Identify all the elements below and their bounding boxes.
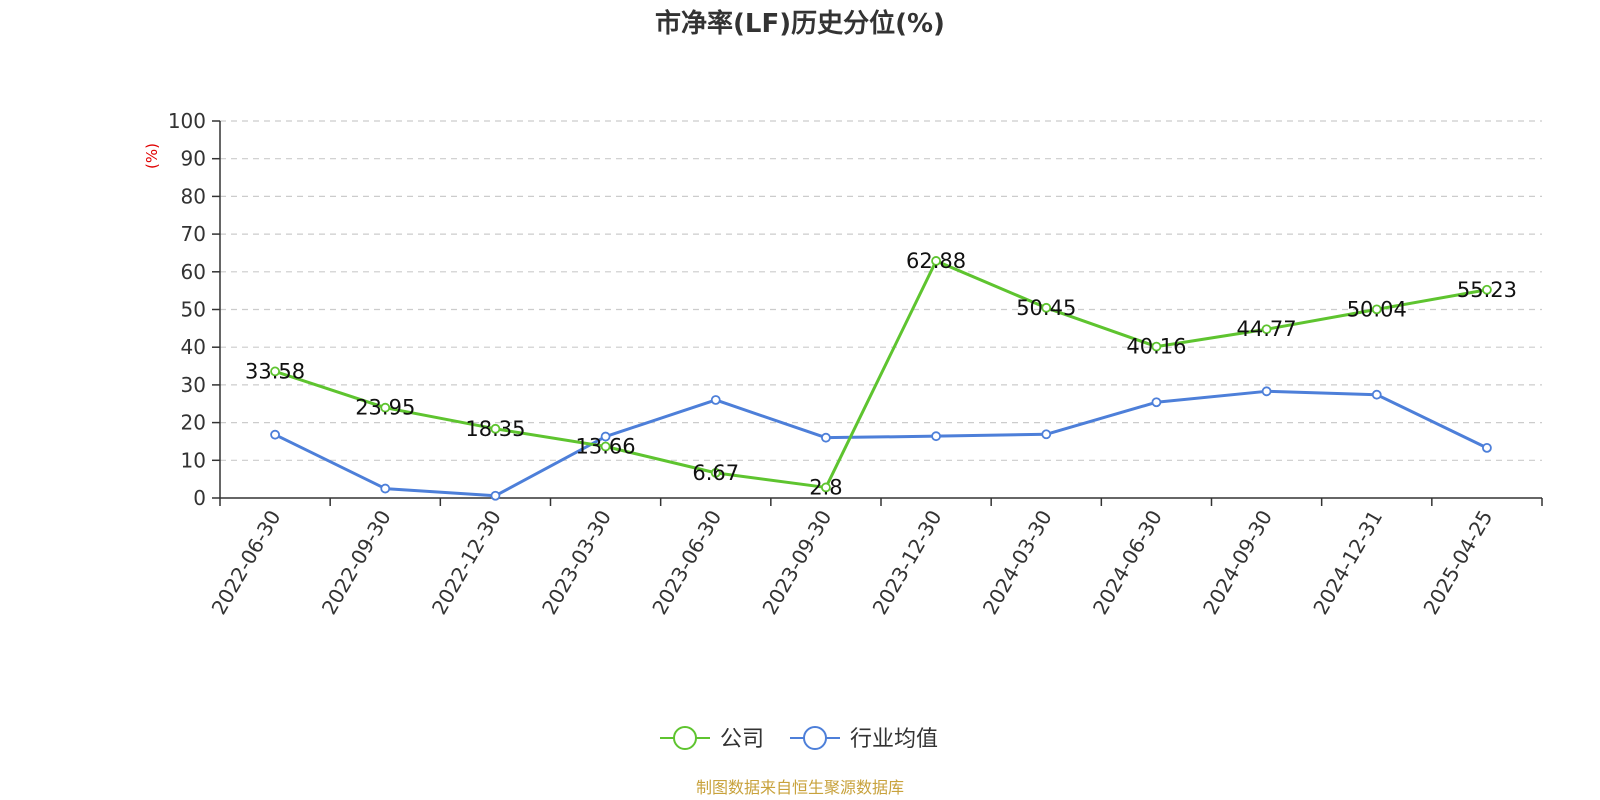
data-point bbox=[710, 467, 721, 478]
legend-label: 公司 bbox=[720, 727, 764, 752]
data-label: 6.67 bbox=[692, 461, 739, 485]
y-axis-unit: (%) bbox=[143, 143, 161, 169]
y-tick-label: 20 bbox=[181, 411, 206, 435]
data-point bbox=[1261, 324, 1272, 335]
data-label: 44.77 bbox=[1237, 317, 1297, 341]
y-tick-label: 30 bbox=[181, 373, 206, 397]
x-tick-label: 2025-04-25 bbox=[1418, 506, 1497, 619]
x-tick-label: 2024-06-30 bbox=[1088, 506, 1167, 619]
data-point bbox=[380, 402, 391, 413]
data-point bbox=[1482, 442, 1492, 453]
y-tick-label: 10 bbox=[181, 448, 206, 472]
data-label: 18.35 bbox=[465, 417, 525, 441]
x-tick-label: 2024-03-30 bbox=[978, 506, 1057, 619]
data-label: 13.66 bbox=[576, 435, 636, 459]
data-point bbox=[821, 482, 831, 493]
x-tick-label: 2022-06-30 bbox=[207, 506, 286, 619]
data-point bbox=[1151, 341, 1162, 352]
data-label: 62.88 bbox=[906, 249, 966, 273]
legend-marker bbox=[673, 726, 697, 750]
data-point bbox=[380, 483, 391, 494]
y-tick-label: 100 bbox=[168, 109, 206, 133]
data-point bbox=[931, 431, 941, 442]
x-tick-label: 2023-12-30 bbox=[868, 506, 947, 619]
x-tick-label: 2024-12-31 bbox=[1308, 506, 1387, 619]
y-tick-label: 70 bbox=[181, 222, 206, 246]
data-label: 55.23 bbox=[1457, 278, 1517, 302]
x-tick-label: 2023-06-30 bbox=[647, 506, 726, 619]
data-point bbox=[1041, 302, 1052, 313]
data-point bbox=[1151, 397, 1162, 408]
x-tick-label: 2024-09-30 bbox=[1198, 506, 1277, 619]
x-tick-label: 2023-03-30 bbox=[537, 506, 616, 619]
series-layer bbox=[270, 256, 1492, 501]
data-label: 50.04 bbox=[1347, 297, 1407, 321]
series-line-company bbox=[274, 259, 1488, 489]
x-tick-label: 2022-09-30 bbox=[317, 506, 396, 619]
legend-marker bbox=[803, 726, 827, 750]
x-tick-label: 2023-09-30 bbox=[757, 506, 836, 619]
data-point bbox=[490, 423, 501, 434]
grid-lines bbox=[220, 120, 1542, 461]
legend-item-company: 公司 bbox=[660, 726, 764, 752]
data-point bbox=[1041, 429, 1052, 440]
data-label: 2.8 bbox=[809, 475, 842, 499]
y-tick-label: 0 bbox=[193, 486, 206, 510]
x-tick-label: 2022-12-30 bbox=[427, 506, 506, 619]
data-label: 50.45 bbox=[1016, 296, 1076, 320]
data-point bbox=[821, 432, 831, 443]
source-note: 制图数据来自恒生聚源数据库 bbox=[696, 778, 904, 797]
data-point bbox=[490, 490, 501, 501]
legend-item-industry: 行业均值 bbox=[790, 726, 938, 752]
y-tick-label: 40 bbox=[181, 335, 206, 359]
data-point bbox=[270, 366, 280, 377]
data-point bbox=[1371, 389, 1382, 400]
y-tick-label: 60 bbox=[181, 260, 206, 284]
chart-title: 市净率(LF)历史分位(%) bbox=[655, 8, 945, 39]
data-point bbox=[1482, 284, 1492, 295]
data-point bbox=[270, 429, 280, 440]
data-point bbox=[600, 431, 611, 442]
data-label: 40.16 bbox=[1126, 335, 1186, 359]
data-label: 33.58 bbox=[245, 359, 305, 383]
data-label: 23.95 bbox=[355, 396, 415, 420]
y-tick-label: 50 bbox=[181, 298, 206, 322]
series-line-industry bbox=[274, 389, 1488, 498]
data-point bbox=[931, 256, 941, 266]
data-point bbox=[1371, 304, 1382, 315]
legend-label: 行业均值 bbox=[850, 727, 938, 752]
x-axis-ticks: 2022-06-30 2022-09-30 2022-12-30 2023-03-30… bbox=[207, 498, 1543, 619]
data-point bbox=[710, 395, 721, 405]
legend: 公司 行业均值 bbox=[660, 726, 938, 752]
y-axis-ticks: 0 10 20 30 40 50 60 70 80 90 100 bbox=[168, 109, 220, 510]
y-tick-label: 90 bbox=[181, 147, 206, 171]
y-tick-label: 80 bbox=[181, 184, 206, 208]
data-point bbox=[1261, 386, 1272, 397]
data-labels: 33.58 23.95 18.35 13.66 6.67 2.8 62.88 50.45 40.… bbox=[245, 249, 1517, 500]
data-point bbox=[600, 441, 611, 452]
